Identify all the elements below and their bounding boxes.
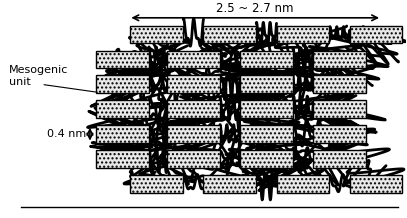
Text: 0.4 nm: 0.4 nm (47, 129, 86, 139)
Bar (350, 175, 402, 193)
Bar (313, 125, 366, 143)
Bar (240, 75, 293, 93)
Bar (240, 51, 293, 68)
Bar (131, 26, 183, 43)
Bar (313, 75, 366, 93)
Bar (96, 100, 149, 118)
Bar (240, 150, 293, 168)
Text: Mesogenic
unit: Mesogenic unit (9, 65, 68, 87)
Bar (276, 26, 329, 43)
Text: 2.5 ~ 2.7 nm: 2.5 ~ 2.7 nm (217, 2, 294, 15)
Bar (240, 100, 293, 118)
Bar (204, 175, 256, 193)
Bar (167, 100, 220, 118)
Bar (96, 150, 149, 168)
Bar (350, 26, 402, 43)
Bar (313, 100, 366, 118)
Bar (204, 26, 256, 43)
Bar (167, 51, 220, 68)
Bar (167, 125, 220, 143)
Bar (276, 175, 329, 193)
Bar (96, 51, 149, 68)
Bar (131, 175, 183, 193)
Bar (167, 150, 220, 168)
Bar (240, 125, 293, 143)
Bar (313, 51, 366, 68)
Bar (96, 75, 149, 93)
Bar (96, 125, 149, 143)
Bar (313, 150, 366, 168)
Bar (167, 75, 220, 93)
